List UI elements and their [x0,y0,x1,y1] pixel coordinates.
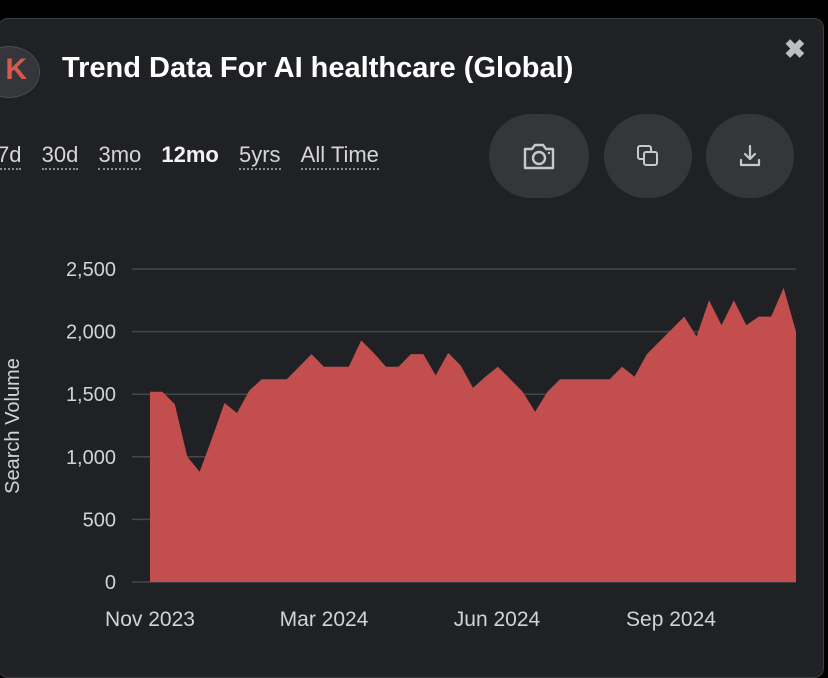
logo-letter: K [5,53,27,86]
screenshot-button[interactable] [489,114,589,198]
copy-button[interactable] [604,114,692,198]
time-range-selector: 7d 30d 3mo 12mo 5yrs All Time [0,142,393,174]
download-icon [739,144,761,167]
search-volume-area [150,287,796,582]
range-30d[interactable]: 30d [41,142,79,170]
range-3mo[interactable]: 3mo [98,142,142,170]
panel-title: Trend Data For AI healthcare (Global) [62,52,574,84]
download-button[interactable] [706,114,794,198]
search-volume-chart: 0 500 1,000 1,500 2,000 2,500 Search Volume Nov… [2,259,796,631]
x-tick-label: Jun 2024 [454,608,541,631]
camera-icon [523,143,555,170]
x-tick-label: Sep 2024 [626,608,716,631]
range-12mo[interactable]: 12mo [161,142,219,167]
y-axis-label: Search Volume [2,358,24,494]
y-tick-label: 2,500 [66,259,116,281]
x-tick-label: Nov 2023 [105,608,195,631]
y-tick-label: 2,000 [66,322,116,344]
range-all-time[interactable]: All Time [300,142,379,170]
x-tick-label: Mar 2024 [280,608,369,631]
y-tick-label: 1,000 [66,447,116,469]
range-7d[interactable]: 7d [0,142,22,170]
y-tick-label: 500 [83,509,116,531]
copy-icon [637,145,658,166]
close-icon[interactable]: ✖ [784,34,806,64]
range-5yrs[interactable]: 5yrs [238,142,281,170]
y-tick-label: 1,500 [66,384,116,406]
y-tick-label: 0 [105,572,116,594]
